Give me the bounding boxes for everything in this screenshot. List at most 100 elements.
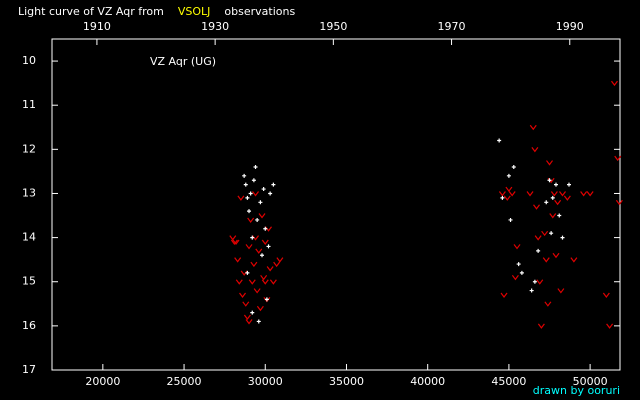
data-point (557, 288, 565, 294)
data-point (552, 252, 560, 259)
data-point (557, 213, 562, 218)
data-point (230, 239, 238, 246)
data-point (252, 191, 259, 197)
y-tick-label: 11 (22, 98, 36, 111)
data-point (248, 191, 253, 196)
data-point (253, 164, 258, 169)
data-point (586, 191, 594, 197)
data-point (261, 187, 266, 192)
data-point (256, 319, 261, 324)
data-point (498, 191, 506, 197)
data-point (614, 155, 622, 162)
data-point (273, 261, 281, 268)
data-point (550, 195, 555, 200)
data-point (544, 301, 552, 307)
title-part: VSOLJ (178, 5, 211, 18)
x-tick-label: 25000 (167, 375, 202, 388)
data-point (263, 297, 271, 303)
x2-tick-label: 1950 (319, 20, 347, 33)
data-point (554, 182, 559, 187)
data-point (503, 195, 511, 201)
data-point (506, 173, 511, 178)
y-tick-label: 10 (22, 54, 36, 67)
data-point (534, 235, 542, 241)
data-point (529, 124, 537, 131)
data-point (268, 191, 273, 196)
data-point (250, 235, 255, 240)
y-tick-label: 17 (22, 363, 36, 376)
data-point (532, 279, 537, 284)
data-point (243, 182, 248, 187)
data-point (602, 292, 610, 298)
data-point (276, 257, 284, 263)
data-point (554, 199, 562, 206)
data-point (505, 186, 513, 193)
data-point (269, 279, 277, 285)
data-point (245, 319, 253, 325)
data-point (544, 200, 549, 205)
y-tick-label: 13 (22, 186, 36, 199)
data-point (570, 257, 578, 263)
data-point (253, 288, 261, 294)
annotation: VZ Aqr (UG) (150, 55, 216, 68)
data-point (260, 253, 265, 258)
data-point (250, 310, 255, 315)
data-point (500, 195, 505, 200)
data-point (242, 301, 250, 307)
data-point (529, 288, 534, 293)
data-point (508, 217, 513, 222)
x-tick-label: 30000 (248, 375, 283, 388)
credit: drawn by ooruri (533, 384, 620, 397)
x2-tick-label: 1930 (201, 20, 229, 33)
data-point (566, 182, 571, 187)
data-point (511, 164, 516, 169)
data-point (516, 262, 521, 267)
data-point (240, 270, 248, 276)
data-point (533, 204, 540, 210)
data-point (542, 257, 550, 263)
data-point (560, 235, 565, 240)
data-point (234, 257, 242, 263)
data-point (547, 178, 552, 183)
data-point (500, 292, 508, 298)
data-point (261, 239, 269, 246)
data-point (256, 305, 264, 312)
plot-frame (51, 38, 621, 371)
data-point (261, 279, 269, 285)
data-point (255, 248, 263, 254)
data-point (606, 323, 614, 329)
data-point (497, 138, 502, 143)
x-tick-label: 45000 (491, 375, 526, 388)
data-point (263, 226, 268, 231)
data-point (245, 270, 250, 275)
y-tick-label: 15 (22, 275, 36, 288)
data-point (265, 226, 272, 232)
data-point (615, 199, 623, 206)
data-point (248, 279, 256, 285)
data-point (541, 230, 549, 237)
data-point (252, 235, 259, 241)
data-point (245, 195, 250, 200)
data-point (559, 191, 566, 197)
data-point (260, 274, 268, 281)
x2-tick-label: 1970 (438, 20, 466, 33)
data-point (250, 261, 258, 268)
x-tick-label: 40000 (410, 375, 445, 388)
data-point (508, 191, 516, 197)
data-point (247, 217, 255, 223)
data-point (563, 195, 571, 201)
data-point (610, 80, 618, 87)
data-point (242, 173, 247, 178)
data-point (549, 231, 554, 236)
x-tick-label: 20000 (85, 375, 120, 388)
data-point (537, 323, 545, 329)
data-point (243, 314, 251, 321)
data-point (550, 191, 558, 197)
x-tick-label: 35000 (329, 375, 364, 388)
y-tick-label: 12 (22, 142, 36, 155)
data-point (258, 213, 266, 219)
data-point (546, 160, 553, 166)
data-point (258, 200, 263, 205)
data-point (251, 178, 256, 183)
data-point (232, 239, 240, 246)
